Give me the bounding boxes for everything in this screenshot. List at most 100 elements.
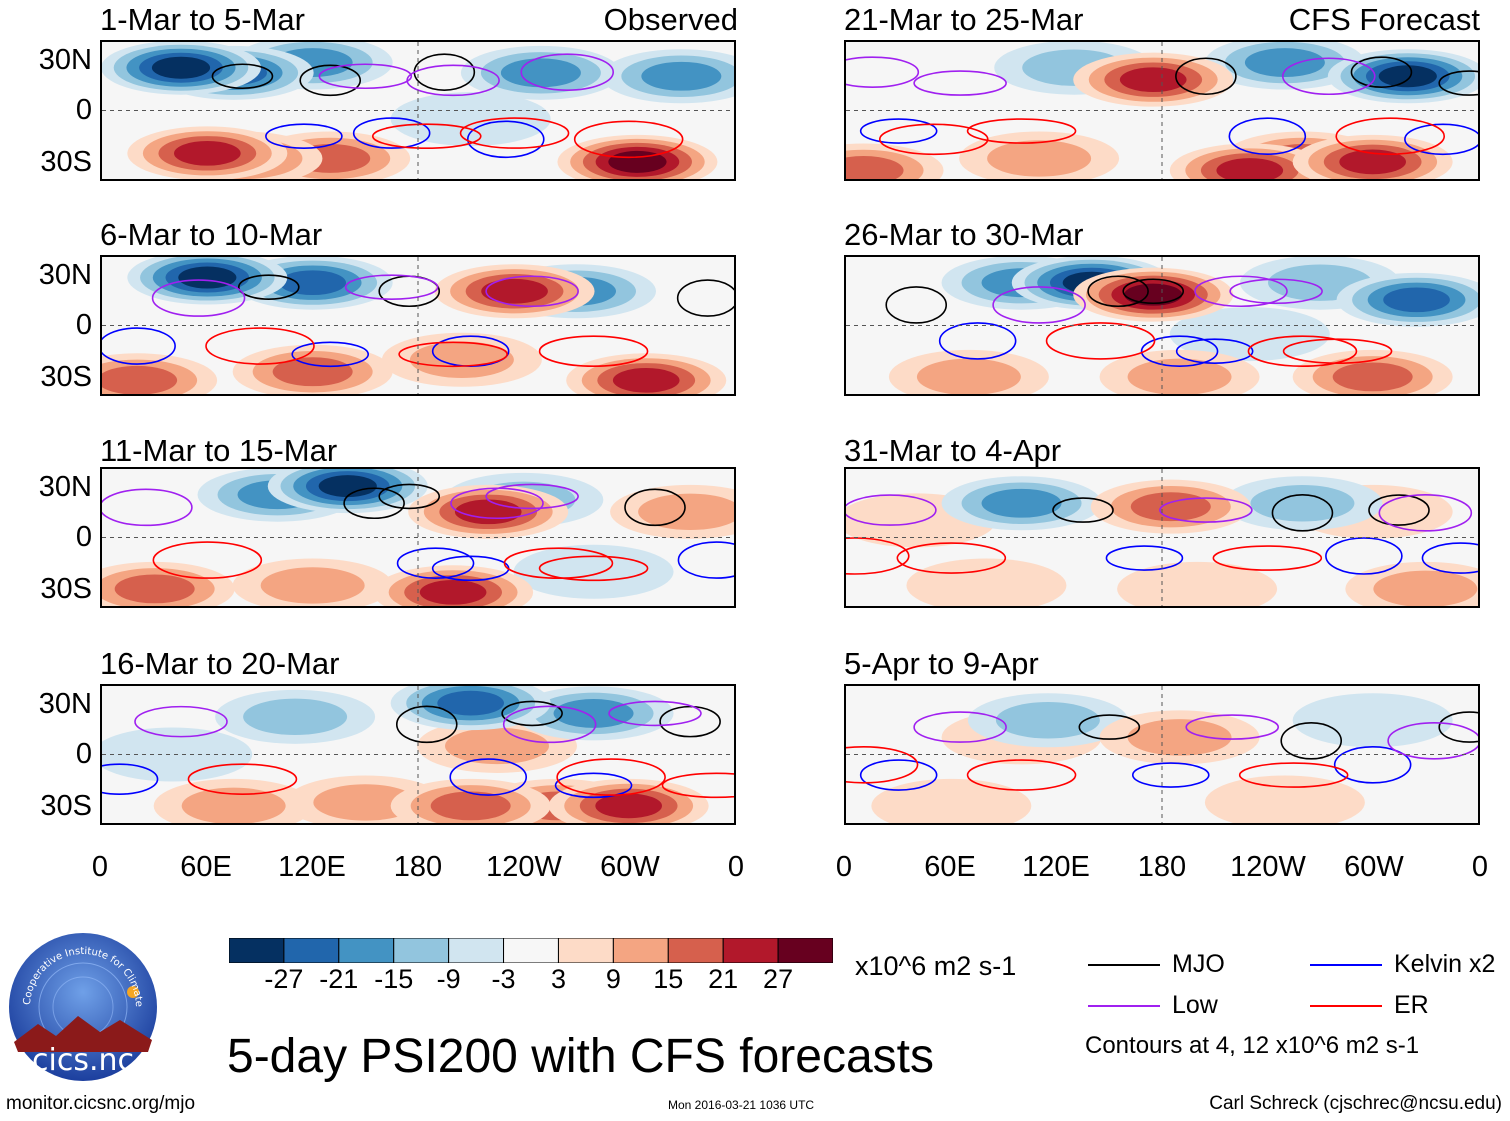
contour-mjo bbox=[676, 279, 734, 317]
contour-mjo bbox=[1175, 57, 1237, 96]
x-tick-label: 120E bbox=[1022, 851, 1090, 883]
contour-kelvin-x2 bbox=[1131, 762, 1210, 788]
positive-anomaly bbox=[481, 278, 548, 304]
map-svg bbox=[102, 42, 734, 179]
contour-mjo bbox=[1280, 721, 1343, 760]
positive-anomaly bbox=[987, 140, 1092, 177]
legend-swatch bbox=[1088, 964, 1160, 966]
y-tick-label: 30N bbox=[38, 471, 92, 503]
contour-mjo bbox=[1078, 714, 1141, 740]
legend-label: MJO bbox=[1172, 950, 1225, 978]
cics-logo: Cooperative Institute for Climate and Sa… bbox=[5, 924, 158, 1082]
contour-er bbox=[966, 759, 1077, 791]
colorbar-tick-label: -9 bbox=[436, 964, 461, 994]
colorbar-tick-label: -27 bbox=[264, 964, 304, 994]
negative-anomaly bbox=[641, 61, 722, 91]
contour-mjo bbox=[395, 705, 458, 744]
positive-anomaly bbox=[1332, 362, 1413, 392]
colorbar-tick-label: 9 bbox=[605, 964, 621, 994]
contour-mjo bbox=[1350, 56, 1413, 88]
logo-name: cics.nc bbox=[32, 1043, 134, 1078]
colorbar-swatch bbox=[448, 937, 505, 964]
positive-anomaly bbox=[871, 778, 1032, 823]
x-tick-label: 0 bbox=[1471, 851, 1489, 883]
contour-low bbox=[846, 494, 937, 526]
x-tick-label: 60E bbox=[180, 851, 232, 883]
positive-anomaly bbox=[102, 365, 178, 394]
positive-anomaly bbox=[1124, 283, 1183, 306]
x-tick-label: 180 bbox=[1137, 851, 1187, 883]
contour-low bbox=[1185, 714, 1280, 740]
logo-graphic: Cooperative Institute for Climate and Sa… bbox=[5, 924, 157, 1081]
colorbar bbox=[228, 937, 834, 964]
legend-swatch bbox=[1310, 1005, 1382, 1007]
contour-kelvin-x2 bbox=[677, 541, 734, 579]
negative-anomaly bbox=[1292, 693, 1453, 748]
y-tick-label: 30S bbox=[40, 573, 92, 605]
contour-er bbox=[966, 118, 1077, 144]
positive-anomaly bbox=[916, 358, 1021, 394]
contour-low bbox=[1159, 497, 1253, 523]
map-panel bbox=[100, 40, 736, 181]
contour-mjo bbox=[1271, 494, 1334, 532]
contour-er bbox=[573, 120, 684, 159]
contour-kelvin-x2 bbox=[396, 547, 475, 579]
positive-anomaly bbox=[454, 499, 522, 525]
contour-low bbox=[485, 483, 579, 510]
contour-mjo bbox=[1122, 278, 1185, 305]
contour-er bbox=[1247, 335, 1358, 367]
legend-label: Kelvin x2 bbox=[1394, 950, 1496, 978]
map-panel bbox=[844, 40, 1480, 181]
negative-anomaly bbox=[151, 56, 211, 79]
contour-low bbox=[134, 705, 228, 738]
map-panel bbox=[844, 684, 1480, 825]
negative-anomaly bbox=[1250, 485, 1355, 522]
contour-mjo bbox=[1087, 275, 1149, 308]
contour-er bbox=[371, 123, 482, 149]
positive-anomaly bbox=[1216, 158, 1284, 179]
contour-kelvin-x2 bbox=[352, 117, 431, 149]
map-panel bbox=[100, 255, 736, 396]
panel-title: 5-Apr to 9-Apr bbox=[844, 646, 1039, 681]
contour-er bbox=[152, 541, 263, 579]
negative-anomaly bbox=[279, 270, 346, 296]
contour-low bbox=[318, 63, 413, 90]
contour-mjo bbox=[211, 63, 274, 90]
positive-anomaly bbox=[1204, 775, 1365, 823]
footer-url[interactable]: monitor.cicsnc.org/mjo bbox=[6, 1093, 196, 1114]
contour-kelvin-x2 bbox=[1421, 542, 1478, 574]
contour-er bbox=[1238, 762, 1349, 788]
contour-kelvin-x2 bbox=[102, 327, 176, 365]
contour-low bbox=[151, 279, 246, 317]
negative-anomaly bbox=[995, 702, 1100, 739]
contour-low bbox=[520, 53, 615, 91]
y-tick-label: 30S bbox=[40, 146, 92, 178]
colorbar-swatch bbox=[228, 937, 285, 964]
contour-low bbox=[913, 70, 1007, 96]
contour-mjo bbox=[659, 705, 721, 738]
positive-anomaly bbox=[1119, 67, 1187, 93]
y-tick-label: 30S bbox=[40, 361, 92, 393]
contour-mjo bbox=[299, 64, 362, 97]
footer-timestamp: Mon 2016-03-21 1036 UTC bbox=[668, 1098, 815, 1112]
x-tick-label: 180 bbox=[393, 851, 443, 883]
contour-er bbox=[1335, 117, 1446, 155]
positive-anomaly bbox=[638, 493, 734, 531]
y-tick-label: 0 bbox=[75, 738, 92, 770]
positive-anomaly bbox=[1373, 570, 1478, 606]
negative-anomaly bbox=[1378, 65, 1437, 88]
contour-er bbox=[1212, 545, 1323, 571]
contour-kelvin-x2 bbox=[265, 123, 343, 149]
contour-mjo bbox=[237, 274, 300, 300]
y-tick-label: 0 bbox=[75, 309, 92, 341]
contour-er bbox=[896, 542, 1007, 574]
contour-er bbox=[1045, 322, 1156, 360]
positive-anomaly bbox=[1117, 561, 1278, 606]
contour-er bbox=[538, 555, 649, 582]
panel-title: 31-Mar to 4-Apr bbox=[844, 433, 1062, 468]
colorbar-swatch bbox=[393, 937, 450, 964]
contour-kelvin-x2 bbox=[554, 772, 633, 799]
negative-anomaly bbox=[981, 488, 1062, 518]
map-panel bbox=[100, 467, 736, 608]
x-tick-label: 0 bbox=[835, 851, 853, 883]
